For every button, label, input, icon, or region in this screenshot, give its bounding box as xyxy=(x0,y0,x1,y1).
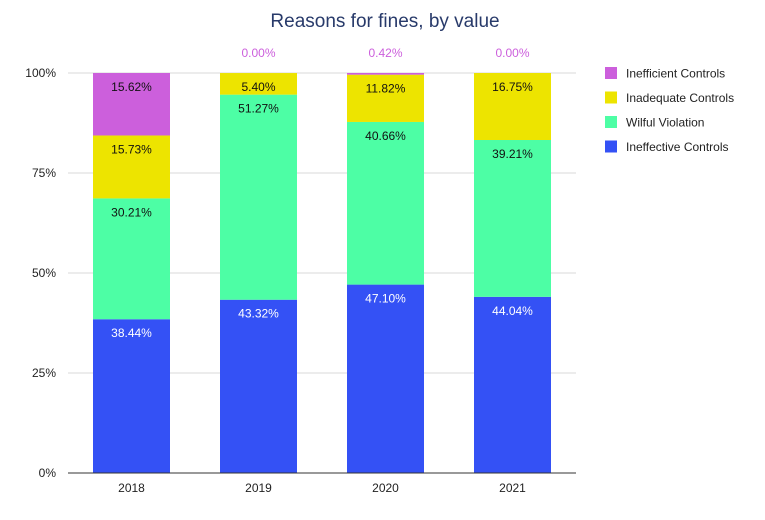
legend-swatch xyxy=(605,91,617,104)
data-label: 39.21% xyxy=(492,147,533,161)
data-labels: 38.44% 30.21% 15.73% 15.62% 43.32% 51.27% 5.40… xyxy=(111,46,533,340)
y-tick-label: 100% xyxy=(25,66,56,80)
y-tick-label: 75% xyxy=(32,166,56,180)
y-tick-label: 25% xyxy=(32,366,56,380)
data-label: 5.40% xyxy=(241,80,275,94)
chart-title: Reasons for fines, by value xyxy=(270,11,499,32)
bar-segment xyxy=(474,140,551,297)
x-tick-label: 2021 xyxy=(499,481,526,495)
data-label: 47.10% xyxy=(365,292,406,306)
bar-segment xyxy=(347,73,424,75)
x-tick-label: 2020 xyxy=(372,481,399,495)
legend-label: Ineffective Controls xyxy=(626,140,729,154)
bar-segment xyxy=(347,121,424,285)
data-label: 38.44% xyxy=(111,326,152,340)
data-label: 44.04% xyxy=(492,304,533,318)
data-label: 11.82% xyxy=(366,82,406,96)
data-label: 16.75% xyxy=(492,80,533,94)
bar-segment xyxy=(220,73,297,95)
data-label: 0.00% xyxy=(241,46,275,60)
bar-segment xyxy=(220,299,297,473)
legend-swatch xyxy=(605,67,617,79)
bar-segment xyxy=(93,198,170,320)
y-tick-label: 0% xyxy=(39,466,57,480)
bar-segment xyxy=(220,94,297,300)
bar-segment xyxy=(93,135,170,199)
bar-segment xyxy=(347,284,424,473)
bar-segment xyxy=(474,296,551,473)
bar-segment xyxy=(474,73,551,140)
legend: Inefficient Controls Inadequate Controls W… xyxy=(605,67,734,154)
bars xyxy=(93,73,551,473)
data-label: 40.66% xyxy=(365,129,406,143)
legend-swatch xyxy=(605,140,617,153)
axes: 0% 25% 50% 75% 100% 2018 2019 2020 2021 xyxy=(25,66,576,495)
legend-label: Inefficient Controls xyxy=(626,67,725,81)
data-label: 43.32% xyxy=(238,307,279,321)
data-label: 0.42% xyxy=(368,46,402,60)
data-label: 15.73% xyxy=(111,142,152,156)
data-label: 0.00% xyxy=(495,46,529,60)
data-label: 51.27% xyxy=(238,102,279,116)
legend-label: Wilful Violation xyxy=(626,116,704,130)
y-tick-label: 50% xyxy=(32,266,56,280)
bar-segment xyxy=(347,74,424,122)
bar-segment xyxy=(93,73,170,136)
legend-swatch xyxy=(605,116,617,128)
data-label: 15.62% xyxy=(111,80,152,94)
x-tick-label: 2018 xyxy=(118,481,145,495)
x-tick-label: 2019 xyxy=(245,481,272,495)
bar-segment xyxy=(93,319,170,473)
data-label: 30.21% xyxy=(111,205,152,219)
legend-label: Inadequate Controls xyxy=(626,91,734,105)
